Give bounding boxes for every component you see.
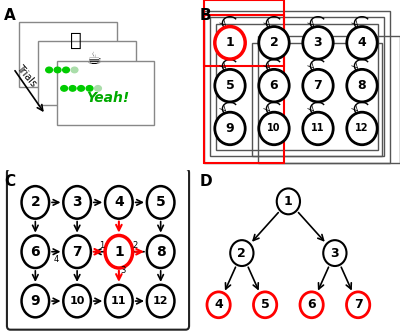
Text: 11: 11 xyxy=(111,296,127,306)
Circle shape xyxy=(63,235,91,268)
Text: 4: 4 xyxy=(358,36,366,49)
Text: 10: 10 xyxy=(267,124,281,134)
Circle shape xyxy=(71,67,78,73)
Text: Yeah!: Yeah! xyxy=(86,91,129,105)
Circle shape xyxy=(215,69,245,102)
Text: 9: 9 xyxy=(30,294,40,308)
Circle shape xyxy=(95,86,101,91)
Circle shape xyxy=(259,112,289,145)
Circle shape xyxy=(300,292,323,318)
Circle shape xyxy=(303,69,333,102)
Circle shape xyxy=(347,112,377,145)
Circle shape xyxy=(78,86,84,91)
Bar xyxy=(216,24,378,150)
Circle shape xyxy=(22,285,49,317)
Circle shape xyxy=(347,26,377,59)
Circle shape xyxy=(54,67,61,73)
Bar xyxy=(258,36,400,163)
Bar xyxy=(204,15,284,163)
Circle shape xyxy=(46,67,52,73)
Text: 7: 7 xyxy=(314,79,322,92)
Text: 12: 12 xyxy=(355,124,369,134)
Text: C: C xyxy=(4,174,15,189)
Circle shape xyxy=(69,86,76,91)
Circle shape xyxy=(347,69,377,102)
Circle shape xyxy=(303,26,333,59)
Bar xyxy=(204,0,284,66)
Circle shape xyxy=(105,235,133,268)
Text: B: B xyxy=(200,8,212,23)
Text: 6: 6 xyxy=(30,245,40,259)
Circle shape xyxy=(147,235,174,268)
Text: 7: 7 xyxy=(72,245,82,259)
Text: 3: 3 xyxy=(120,266,126,275)
Circle shape xyxy=(277,188,300,214)
Text: A: A xyxy=(4,8,16,23)
Text: 12: 12 xyxy=(153,296,168,306)
Text: 4: 4 xyxy=(114,195,124,209)
Circle shape xyxy=(61,86,68,91)
Circle shape xyxy=(105,186,133,219)
Text: 6: 6 xyxy=(307,298,316,311)
Text: ☕: ☕ xyxy=(87,50,102,68)
Bar xyxy=(19,22,117,87)
Bar xyxy=(210,17,384,156)
Circle shape xyxy=(215,26,245,59)
Text: 5: 5 xyxy=(261,298,270,311)
Circle shape xyxy=(323,240,346,266)
Circle shape xyxy=(215,112,245,145)
Text: 8: 8 xyxy=(156,245,166,259)
Text: 3: 3 xyxy=(314,36,322,49)
Circle shape xyxy=(259,69,289,102)
Text: 8: 8 xyxy=(358,79,366,92)
Text: 5: 5 xyxy=(156,195,166,209)
Text: 1: 1 xyxy=(284,195,293,208)
Circle shape xyxy=(346,292,370,318)
Text: 3: 3 xyxy=(330,246,339,260)
Text: 1: 1 xyxy=(226,36,234,49)
Bar xyxy=(252,43,382,156)
Circle shape xyxy=(86,86,93,91)
Circle shape xyxy=(63,186,91,219)
Circle shape xyxy=(147,285,174,317)
Text: 9: 9 xyxy=(226,122,234,135)
Circle shape xyxy=(63,285,91,317)
Text: 🍒: 🍒 xyxy=(70,31,81,50)
Text: 10: 10 xyxy=(70,296,85,306)
Circle shape xyxy=(22,235,49,268)
Text: 2: 2 xyxy=(132,241,137,250)
Bar xyxy=(38,41,136,105)
Text: 1: 1 xyxy=(114,245,124,259)
Text: Trials: Trials xyxy=(14,63,38,89)
Text: 2: 2 xyxy=(30,195,40,209)
Circle shape xyxy=(207,292,230,318)
Circle shape xyxy=(147,186,174,219)
Text: 7: 7 xyxy=(354,298,362,311)
Text: D: D xyxy=(200,174,213,189)
Circle shape xyxy=(22,186,49,219)
Bar xyxy=(57,61,154,125)
Text: 6: 6 xyxy=(270,79,278,92)
Text: 4: 4 xyxy=(54,255,59,264)
Text: 1: 1 xyxy=(100,241,105,250)
Circle shape xyxy=(303,112,333,145)
Text: 4: 4 xyxy=(214,298,223,311)
Circle shape xyxy=(63,67,70,73)
Circle shape xyxy=(230,240,254,266)
Text: 11: 11 xyxy=(311,124,325,134)
Circle shape xyxy=(105,285,133,317)
Text: 3: 3 xyxy=(72,195,82,209)
Text: 5: 5 xyxy=(226,79,234,92)
Circle shape xyxy=(254,292,277,318)
Text: 2: 2 xyxy=(238,246,246,260)
Circle shape xyxy=(259,26,289,59)
Text: 2: 2 xyxy=(270,36,278,49)
